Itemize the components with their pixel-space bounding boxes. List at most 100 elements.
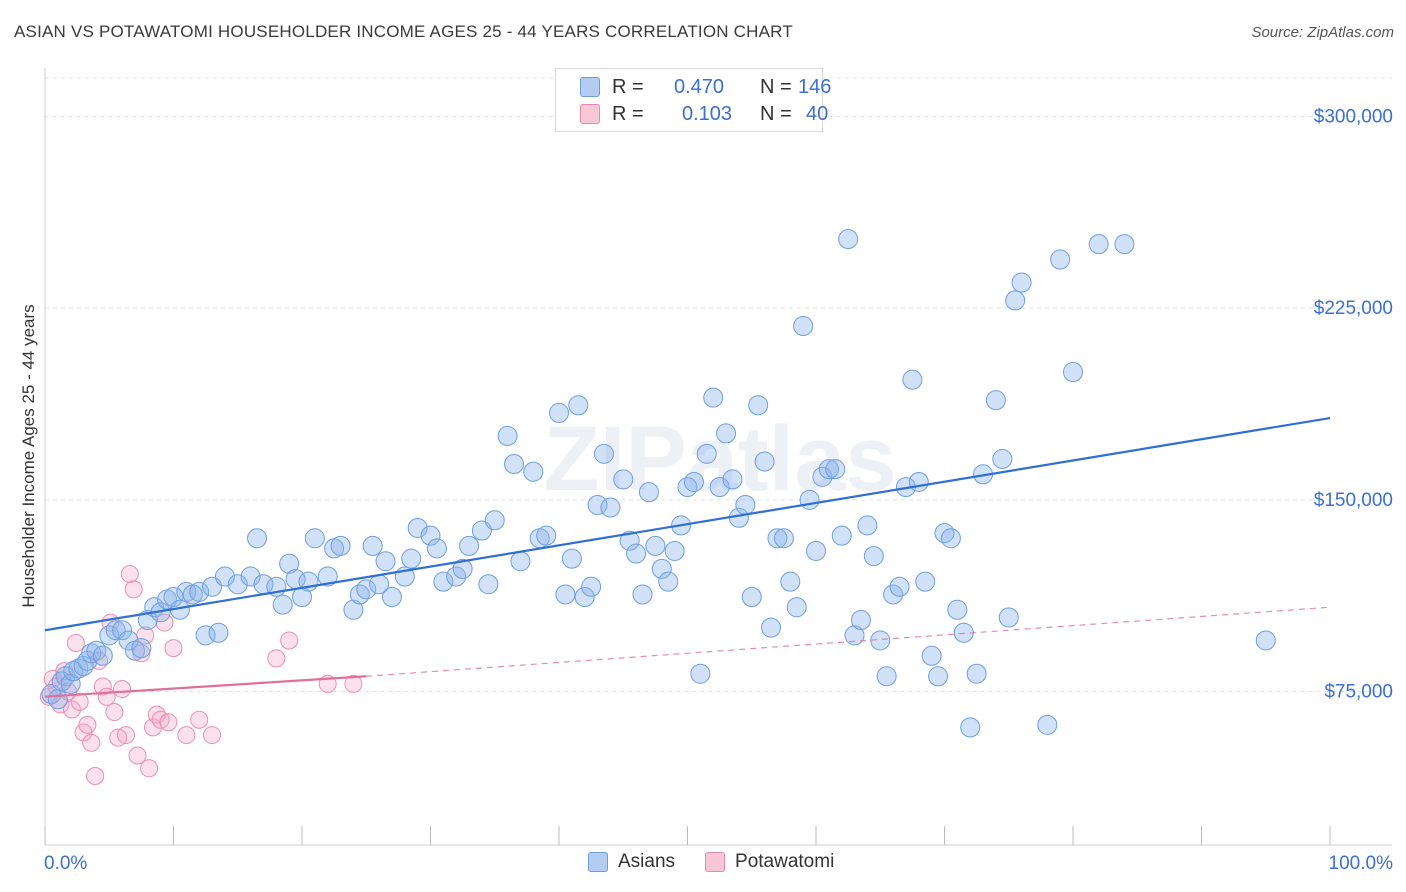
potawatomi-point xyxy=(86,766,105,785)
asian-point xyxy=(581,576,602,597)
asian-point xyxy=(137,610,158,631)
potawatomi-point xyxy=(344,674,363,693)
asian-point xyxy=(677,477,698,498)
chart-title: ASIAN VS POTAWATOMI HOUSEHOLDER INCOME A… xyxy=(14,22,793,41)
asian-point xyxy=(459,535,480,556)
asian-point xyxy=(806,540,826,561)
asian-point xyxy=(754,451,775,472)
asian-point xyxy=(189,581,210,602)
asian-point xyxy=(857,515,878,536)
asian-point xyxy=(818,459,839,480)
asian-point xyxy=(92,645,113,666)
asian-point xyxy=(407,517,428,538)
asian-point xyxy=(889,576,910,597)
asian-point xyxy=(426,538,447,559)
asian-point xyxy=(343,599,364,620)
asian-point xyxy=(523,461,544,482)
asian-point xyxy=(208,622,229,643)
asian-point xyxy=(195,625,216,646)
potawatomi-point xyxy=(62,700,81,719)
asian-point xyxy=(401,548,422,569)
x-tick-label: 0.0% xyxy=(44,853,87,874)
asian-point xyxy=(651,558,672,579)
asian-point xyxy=(1011,272,1032,293)
asian-point xyxy=(825,459,846,480)
potawatomi-point xyxy=(155,613,174,632)
asian-point xyxy=(870,630,891,651)
correlation-legend: R = 0.470 N = 146 R = 0.103 N = 40 xyxy=(555,68,831,132)
asian-point xyxy=(838,229,859,250)
asian-point xyxy=(381,587,402,608)
x-tick-label: 100.0% xyxy=(1329,853,1394,874)
asian-point xyxy=(99,625,120,646)
asian-point xyxy=(850,610,871,631)
asian-point xyxy=(356,579,377,600)
watermark: ZIPatlas xyxy=(544,408,897,510)
asian-point xyxy=(902,369,923,390)
potawatomi-point xyxy=(113,680,132,699)
asian-point xyxy=(921,645,942,666)
trend-lines xyxy=(44,416,1331,698)
r-value: 0.103 xyxy=(682,102,733,125)
asian-point xyxy=(960,717,981,738)
potawatomi-point xyxy=(93,677,112,696)
asian-point xyxy=(934,523,955,544)
asian-point xyxy=(735,494,756,515)
potawatomi-point xyxy=(128,746,147,765)
asians-swatch xyxy=(588,852,608,872)
asian-point xyxy=(883,584,904,605)
potawatomi-swatch xyxy=(580,104,600,124)
axes xyxy=(44,68,1392,846)
asian-point xyxy=(908,471,929,492)
asian-point xyxy=(375,551,396,572)
n-value: 40 xyxy=(806,102,829,125)
asian-point xyxy=(1255,630,1276,651)
legend-item-potawatomi[interactable]: Potawatomi xyxy=(705,851,834,873)
asian-point xyxy=(446,566,467,587)
asian-point xyxy=(568,395,589,416)
n-value: 146 xyxy=(798,75,832,98)
asian-point xyxy=(452,558,473,579)
asian-point xyxy=(47,689,68,710)
r-label: R = xyxy=(612,75,644,98)
asian-point xyxy=(1050,249,1071,270)
asian-point xyxy=(272,594,293,615)
asian-point xyxy=(163,587,184,608)
asian-point xyxy=(638,482,659,503)
asian-point xyxy=(799,489,820,510)
potawatomi-point xyxy=(140,759,159,778)
asian-point xyxy=(812,466,833,487)
potawatomi-point xyxy=(78,715,97,734)
r-label: R = xyxy=(612,102,644,125)
asian-point xyxy=(118,630,139,651)
legend-row-potawatomi: R = 0.103 N = 40 xyxy=(580,102,828,126)
asian-point xyxy=(709,477,730,498)
legend-label-asians: Asians xyxy=(618,851,676,872)
asian-point xyxy=(1114,234,1135,255)
potawatomi-point xyxy=(70,692,89,711)
asian-point xyxy=(362,535,383,556)
potawatomi-swatch xyxy=(705,852,726,872)
asian-point xyxy=(793,315,814,336)
asian-point xyxy=(773,528,794,549)
legend-label-potawatomi: Potawatomi xyxy=(735,851,835,872)
n-label: N = xyxy=(760,102,792,125)
asian-point xyxy=(600,497,621,518)
legend-row-asians: R = 0.470 N = 146 xyxy=(580,75,831,99)
asian-point xyxy=(703,387,724,408)
asians-swatch xyxy=(580,77,600,97)
potawatomi-trend-extension xyxy=(366,606,1331,677)
legend-item-asians[interactable]: Asians xyxy=(588,851,675,873)
asian-point xyxy=(716,423,737,444)
asian-point xyxy=(549,402,569,423)
asian-point xyxy=(632,584,653,605)
asian-point xyxy=(1063,362,1083,383)
potawatomi-point xyxy=(267,649,286,668)
asian-point xyxy=(683,471,704,492)
tick-labels: $75,000 $150,000 $225,000 $300,000 0.0% 100.0… xyxy=(44,106,1393,874)
asian-point xyxy=(876,666,897,687)
potawatomi-point xyxy=(116,726,135,745)
asian-trend-line xyxy=(44,416,1331,632)
asian-point xyxy=(690,663,711,684)
